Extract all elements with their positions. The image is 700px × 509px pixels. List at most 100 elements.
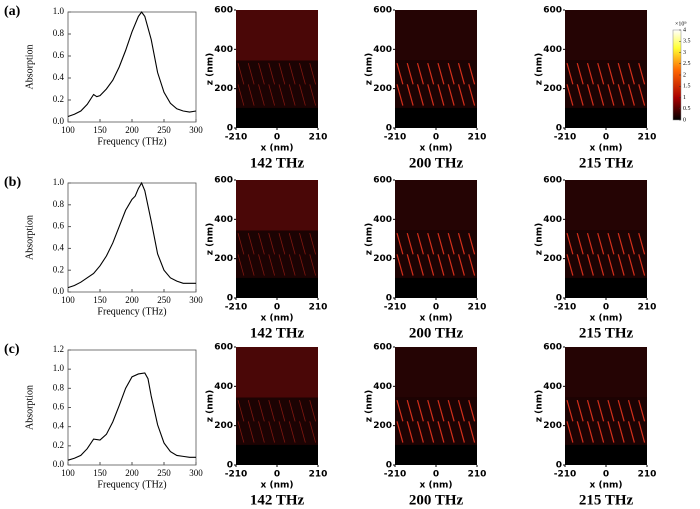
y-tick-label: 400 <box>214 45 233 55</box>
y-tick-label: 1.0 <box>53 6 65 16</box>
x-tick-label: 0 <box>274 303 280 313</box>
x-tick-label: -210 <box>384 303 407 313</box>
y-tick-label: 200 <box>373 254 392 264</box>
field-pattern <box>566 254 574 276</box>
y-tick-label: 400 <box>373 215 392 225</box>
field-pattern <box>468 254 476 276</box>
y-axis-label: Absorption <box>24 45 35 90</box>
field-pattern <box>406 62 414 85</box>
field-pattern <box>268 232 275 255</box>
x-tick-label: 210 <box>309 470 328 480</box>
field-pattern <box>617 399 625 422</box>
y-tick-label: 0.6 <box>53 50 65 60</box>
field-pattern <box>447 421 455 443</box>
x-axis-label: x (nm) <box>420 314 453 324</box>
x-axis-label: Frequency (THz) <box>97 306 166 317</box>
field-upper <box>236 347 318 398</box>
panel-title: 215 THz <box>579 325 634 341</box>
field-pattern <box>247 399 255 422</box>
colorbar-tick-label: 0.5 <box>683 106 691 112</box>
y-tick-label: 0.0 <box>53 286 65 296</box>
field-pattern <box>468 62 476 85</box>
field-pattern <box>237 399 245 422</box>
x-axis-label: x (nm) <box>420 481 453 491</box>
field-pattern <box>427 421 435 443</box>
y-tick-label: 0.2 <box>53 94 64 104</box>
field-pattern <box>237 232 245 255</box>
y-axis-label: z (nm) <box>535 390 545 422</box>
y-tick-label: 0.8 <box>53 382 65 392</box>
field-pattern <box>299 421 306 443</box>
colorbar-tick-label: 4 <box>683 27 686 33</box>
field-pattern <box>627 62 635 85</box>
field-pattern <box>586 232 594 255</box>
field-pattern <box>597 254 605 276</box>
y-tick-label: 1.2 <box>53 344 64 354</box>
field-pattern <box>268 399 275 422</box>
field-pattern <box>309 62 316 85</box>
field-image <box>236 10 318 128</box>
y-tick-label: 0.0 <box>53 116 65 126</box>
x-tick-label: 210 <box>638 133 657 143</box>
field-pattern <box>288 254 296 276</box>
field-pattern <box>457 421 465 443</box>
field-pattern <box>437 421 445 443</box>
y-tick-label: 600 <box>214 343 233 353</box>
field-pattern <box>288 84 296 106</box>
field-pattern <box>278 84 286 106</box>
field-pattern <box>627 254 635 276</box>
field-pattern <box>427 62 435 85</box>
field-pattern <box>447 232 455 255</box>
field-upper <box>565 347 647 398</box>
y-axis-label: z (nm) <box>535 53 545 85</box>
y-tick-label: 400 <box>373 45 392 55</box>
field-pattern <box>617 62 625 85</box>
y-tick-label: 0 <box>386 461 392 471</box>
field-pattern <box>586 421 594 443</box>
y-tick-label: 0.6 <box>53 221 65 231</box>
field-upper <box>565 10 647 61</box>
field-pattern <box>416 421 424 443</box>
x-tick-label: 0 <box>274 470 280 480</box>
y-tick-label: 600 <box>373 6 392 16</box>
y-tick-label: 0 <box>556 294 562 304</box>
panel-title: 142 THz <box>250 492 305 508</box>
field-pattern <box>566 62 574 85</box>
field-image <box>565 180 647 298</box>
x-tick-label: 250 <box>157 468 171 478</box>
field-pattern <box>309 232 316 255</box>
field-pattern <box>406 84 414 106</box>
y-tick-label: 400 <box>373 382 392 392</box>
field-pattern <box>278 62 286 85</box>
field-pattern <box>278 232 286 255</box>
field-pattern <box>447 62 455 85</box>
y-tick-label: 600 <box>373 343 392 353</box>
field-pattern <box>288 62 296 85</box>
y-tick-label: 0.6 <box>53 402 65 412</box>
colorbar-tick-label: 2 <box>683 72 686 78</box>
field-pattern <box>617 232 625 255</box>
field-pattern <box>416 399 424 422</box>
panel-label: (c) <box>4 342 20 357</box>
field-upper <box>236 180 318 231</box>
y-tick-label: 0.4 <box>53 421 65 431</box>
field-pattern <box>607 399 615 422</box>
field-upper <box>395 180 477 231</box>
field-pattern <box>597 84 605 106</box>
field-pattern <box>586 254 594 276</box>
x-tick-label: 210 <box>468 470 487 480</box>
field-pattern <box>457 232 465 255</box>
field-pattern <box>406 232 414 255</box>
field-pattern <box>309 421 316 443</box>
field-pattern <box>468 421 476 443</box>
field-pattern <box>247 421 255 443</box>
y-tick-label: 0 <box>386 124 392 134</box>
field-image <box>565 347 647 465</box>
panel-title: 200 THz <box>409 325 464 341</box>
field-pattern <box>406 421 414 443</box>
field-pattern <box>416 62 424 85</box>
panel-title: 200 THz <box>409 155 464 171</box>
y-tick-label: 0.4 <box>53 72 65 82</box>
field-pattern <box>447 84 455 106</box>
